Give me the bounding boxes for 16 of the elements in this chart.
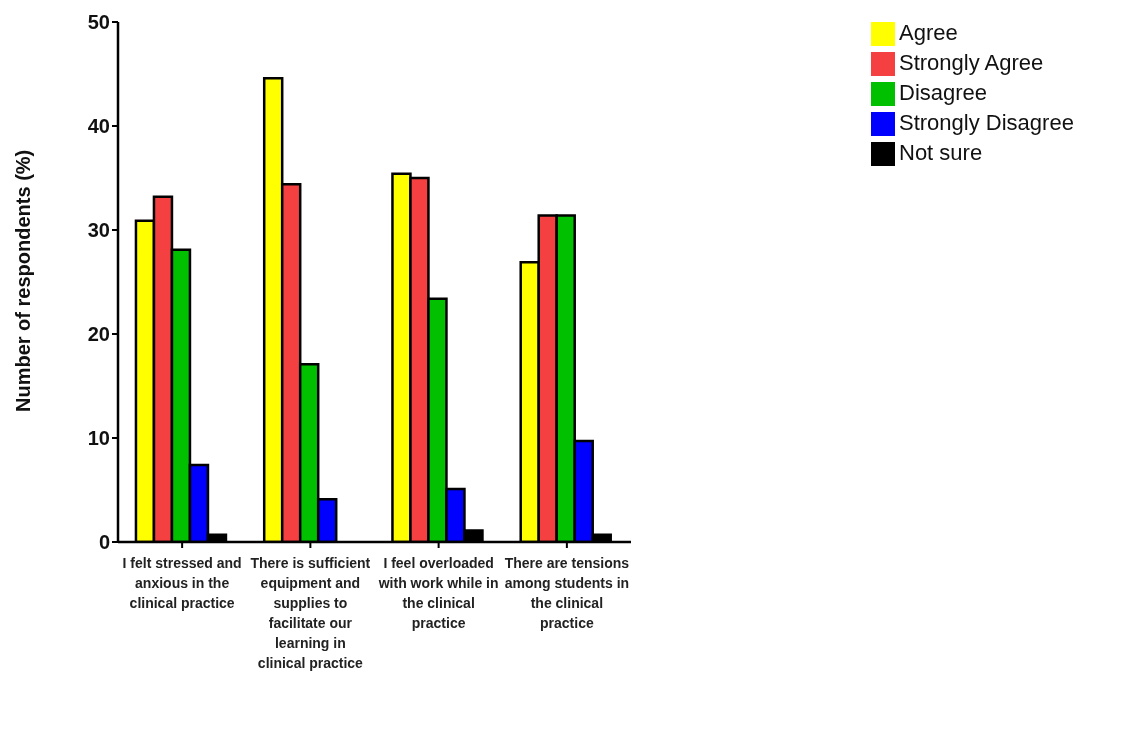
y-tick-label: 30 bbox=[87, 219, 110, 242]
y-axis-title: Number of respondents (%) bbox=[12, 149, 35, 412]
y-tick-label: 40 bbox=[87, 115, 110, 138]
legend-label: Strongly Disagree bbox=[899, 110, 1074, 135]
y-tick-label: 50 bbox=[87, 11, 110, 34]
x-tick-label: There are tensions among students in the clinical practice bbox=[504, 555, 630, 631]
x-tick-label: There is sufficient equipment and supplies to facilitate our learning in clinical practice bbox=[250, 555, 371, 671]
legend-label: Agree bbox=[899, 20, 958, 45]
x-tick-label: I felt stressed and anxious in the clinical practice bbox=[122, 555, 242, 611]
legend-label: Not sure bbox=[899, 140, 983, 165]
y-tick-label: 20 bbox=[87, 323, 110, 346]
y-tick-label: 0 bbox=[98, 531, 110, 554]
x-tick-label: I feel overloaded with work while in the clinical practice bbox=[377, 555, 499, 631]
legend-label: Disagree bbox=[899, 80, 988, 105]
legend-label: Strongly Agree bbox=[899, 50, 1044, 75]
y-tick-label: 10 bbox=[87, 427, 110, 450]
